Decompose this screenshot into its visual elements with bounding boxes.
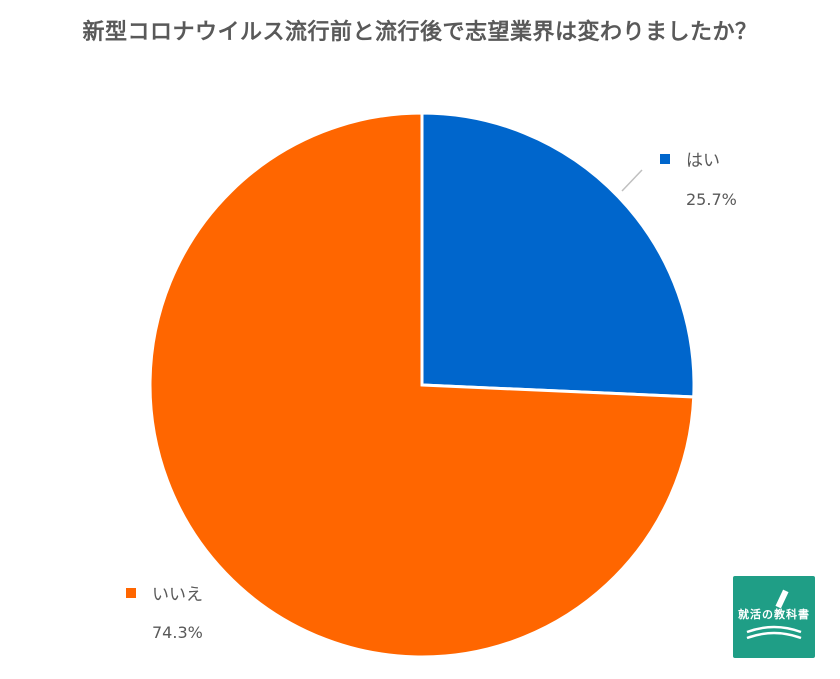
pie-slice-hai (420, 111, 696, 399)
chart-title: 新型コロナウイルス流行前と流行後で志望業界は変わりましたか？ (82, 20, 758, 45)
slice-value-iie: 74.3% (152, 623, 203, 642)
slice-label-hai: はい (686, 151, 720, 171)
legend-swatch-iie (126, 588, 136, 598)
legend-swatch-hai (660, 154, 670, 164)
slice-value-hai: 25.7% (686, 190, 737, 209)
book-icon (746, 589, 802, 640)
logo-text: 就活の教科書 (738, 608, 810, 621)
logo: 就活の教科書 (733, 576, 815, 658)
pie-slice-iie (148, 111, 696, 659)
pie-slices (148, 111, 696, 659)
slice-label-iie: いいえ (152, 585, 203, 605)
leader-line-hai (621, 169, 643, 192)
